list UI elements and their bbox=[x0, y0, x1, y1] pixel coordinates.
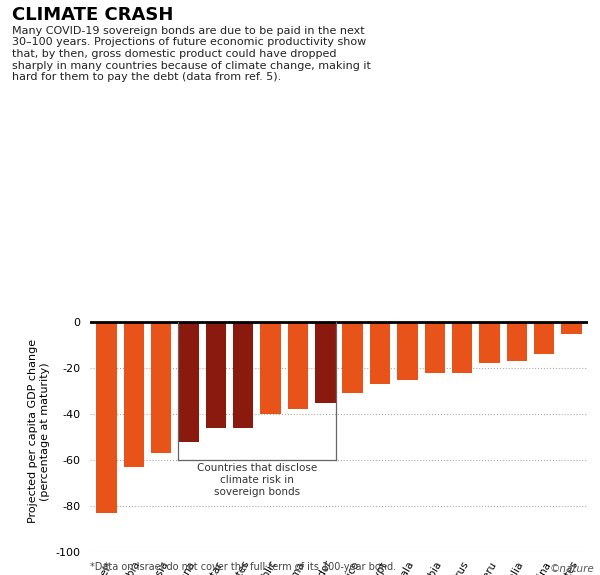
Bar bbox=[562, 322, 582, 334]
Text: *Data on Israel do not cover the full term of its 100-year bond.: *Data on Israel do not cover the full te… bbox=[90, 562, 396, 572]
Bar bbox=[178, 322, 199, 442]
Text: ©nature: ©nature bbox=[549, 564, 594, 574]
Bar bbox=[233, 322, 253, 428]
Bar bbox=[287, 322, 308, 409]
Bar bbox=[124, 322, 144, 467]
Bar bbox=[397, 322, 418, 380]
Bar bbox=[479, 322, 500, 363]
Bar bbox=[96, 322, 116, 513]
Bar bbox=[315, 322, 335, 402]
Bar bbox=[343, 322, 363, 393]
Bar bbox=[151, 322, 172, 453]
Bar bbox=[452, 322, 472, 373]
Bar bbox=[425, 322, 445, 373]
Bar bbox=[534, 322, 554, 354]
Text: Countries that disclose
climate risk in
sovereign bonds: Countries that disclose climate risk in … bbox=[197, 463, 317, 497]
Bar bbox=[506, 322, 527, 361]
Text: CLIMATE CRASH: CLIMATE CRASH bbox=[12, 6, 173, 24]
Y-axis label: Projected per capita GDP change
(percentage at maturity): Projected per capita GDP change (percent… bbox=[28, 339, 50, 523]
Bar bbox=[260, 322, 281, 414]
Bar bbox=[206, 322, 226, 428]
Text: Many COVID-19 sovereign bonds are due to be paid in the next
30–100 years. Proje: Many COVID-19 sovereign bonds are due to… bbox=[12, 26, 371, 82]
Bar bbox=[370, 322, 391, 384]
